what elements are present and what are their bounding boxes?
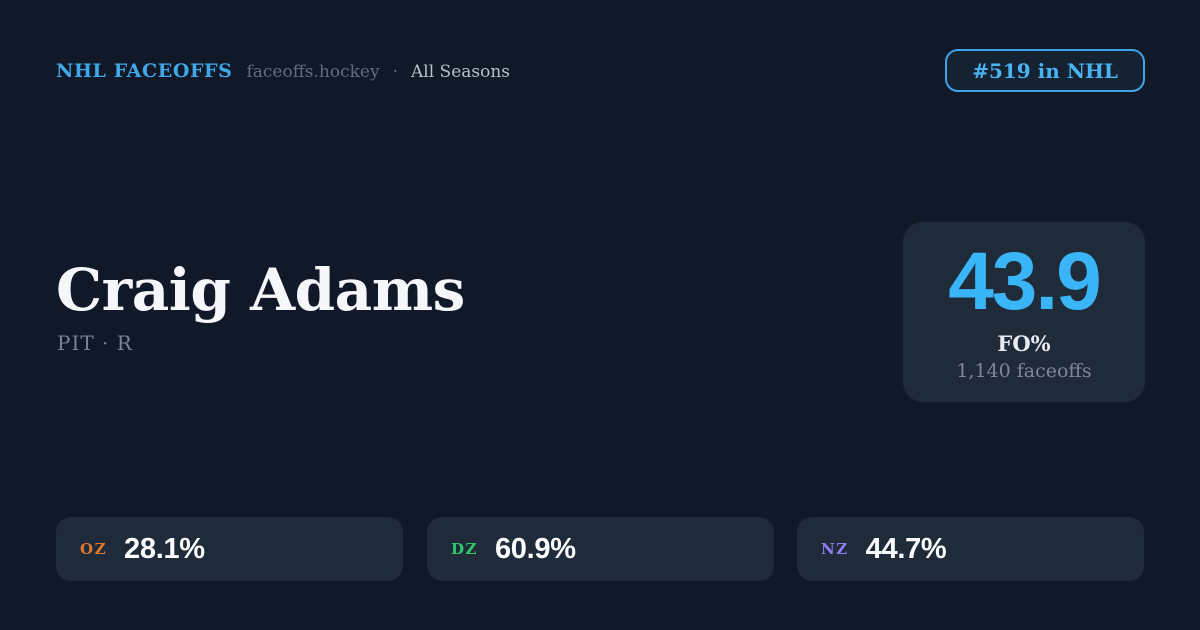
- zone-label-oz: OZ: [80, 540, 108, 558]
- zone-card-offensive: OZ 28.1%: [56, 517, 403, 581]
- separator-dot: ·: [392, 62, 398, 82]
- site-domain: faceoffs.hockey: [246, 62, 380, 82]
- brand-wordmark: NHL FACEOFFS: [56, 60, 233, 82]
- season-label: All Seasons: [411, 62, 511, 82]
- header: NHL FACEOFFS faceoffs.hockey · All Seaso…: [56, 60, 510, 82]
- league-rank-badge: #519 in NHL: [945, 49, 1145, 92]
- league-rank-text: #519 in NHL: [972, 58, 1118, 83]
- faceoff-pct-value: 43.9: [948, 236, 1102, 327]
- zone-value-oz: 28.1%: [124, 532, 205, 565]
- player-name: Craig Adams: [56, 256, 465, 324]
- zone-label-nz: NZ: [821, 540, 849, 558]
- zone-card-defensive: DZ 60.9%: [427, 517, 774, 581]
- zone-value-nz: 44.7%: [865, 532, 947, 565]
- zone-label-dz: DZ: [451, 540, 478, 558]
- zone-card-neutral: NZ 44.7%: [797, 517, 1144, 581]
- faceoff-count: 1,140 faceoffs: [956, 360, 1092, 382]
- faceoff-pct-card: 43.9 FO% 1,140 faceoffs: [903, 222, 1145, 402]
- zone-value-dz: 60.9%: [494, 532, 576, 565]
- player-team-position: PIT · R: [57, 331, 133, 355]
- faceoff-pct-label: FO%: [997, 331, 1051, 356]
